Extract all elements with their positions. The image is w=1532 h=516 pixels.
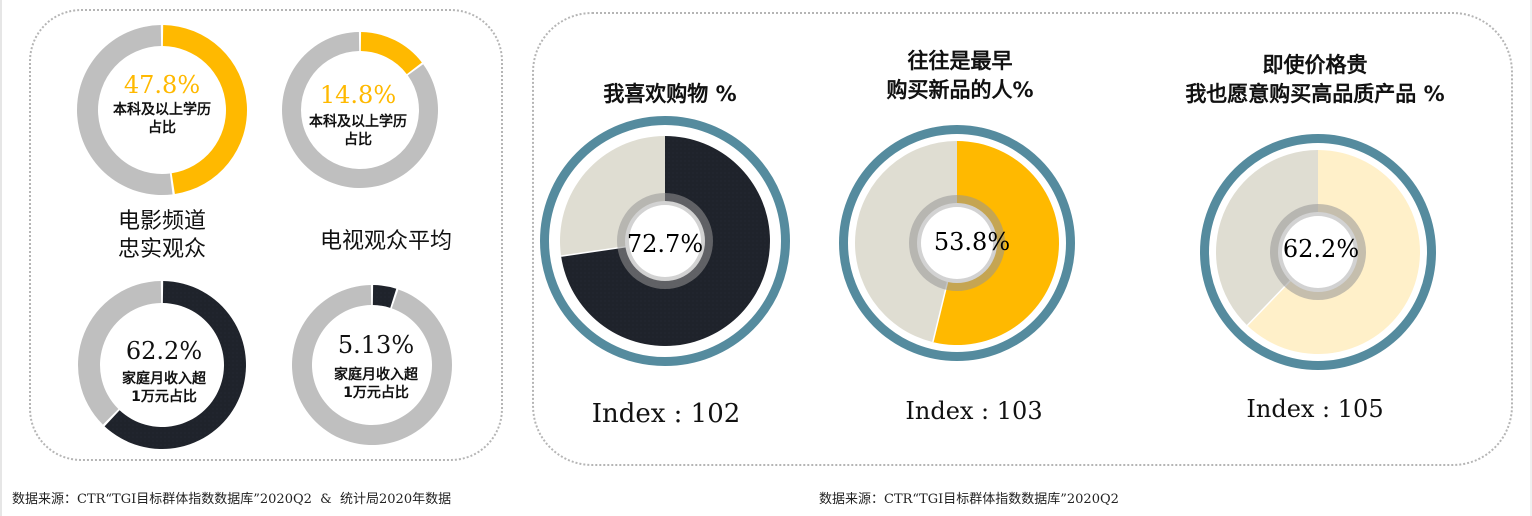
donut-value-segment — [372, 285, 397, 308]
question-value-2: 53.8% — [933, 228, 1011, 256]
teal-outer-ring — [1200, 134, 1436, 370]
teal-outer-ring — [540, 116, 790, 366]
movie-income-label: 家庭月收入超 1万元占比 — [122, 371, 206, 405]
tv-education-value: 14.8% — [319, 81, 397, 109]
movie-education-label: 本科及以上学历 占比 — [113, 102, 211, 136]
tv-income-value: 5.13% — [337, 331, 415, 359]
question-index-2: Index : 103 — [905, 397, 1043, 425]
movie-income-value: 62.2% — [125, 337, 203, 365]
left-panel-frame — [29, 9, 503, 461]
donut-value-segment — [360, 32, 422, 75]
data-source-right: 数据来源：CTR“TGI目标群体指数数据库”2020Q2 — [819, 492, 1119, 507]
movie-group-title: 电影频道 忠实观众 — [117, 209, 206, 262]
tv-group-title: 电视观众平均 — [319, 229, 452, 254]
donut-remainder-segment — [77, 281, 162, 425]
question-index-3: Index : 105 — [1246, 395, 1384, 423]
pie-remainder-segment — [1215, 150, 1318, 326]
tv-education-label: 本科及以上学历 占比 — [309, 114, 407, 148]
tv-income-label: 家庭月收入超 1万元占比 — [334, 367, 418, 401]
movie-education-value: 47.8% — [123, 71, 201, 99]
center-hole — [1282, 216, 1354, 288]
question-index-1: Index : 102 — [591, 399, 741, 429]
center-hole — [629, 205, 701, 277]
left-edge-bar — [0, 0, 2, 516]
donut-value-segment — [104, 281, 247, 449]
center-hole — [921, 207, 993, 279]
pie-remainder-segment — [854, 141, 957, 343]
question-value-1: 72.7% — [626, 230, 704, 258]
donut-remainder-segment — [77, 25, 173, 195]
data-source-left: 数据来源：CTR“TGI目标群体指数数据库”2020Q2 & 统计局2020年数… — [12, 492, 452, 507]
teal-outer-ring — [839, 125, 1075, 361]
right-panel-frame — [532, 12, 1513, 466]
donut-remainder-segment — [292, 285, 453, 446]
question-value-3: 62.2% — [1282, 235, 1360, 263]
left-donuts-group — [77, 25, 453, 449]
donut-value-segment — [162, 25, 247, 195]
question-title-2: 往往是最早 购买新品的人% — [886, 49, 1034, 102]
right-edge-bar — [1530, 0, 1532, 516]
right-donuts-group — [540, 116, 1436, 370]
question-title-3: 即使价格贵 我也愿意购买高品质产品 % — [1185, 53, 1445, 106]
question-title-1: 我喜欢购物 % — [603, 82, 737, 106]
